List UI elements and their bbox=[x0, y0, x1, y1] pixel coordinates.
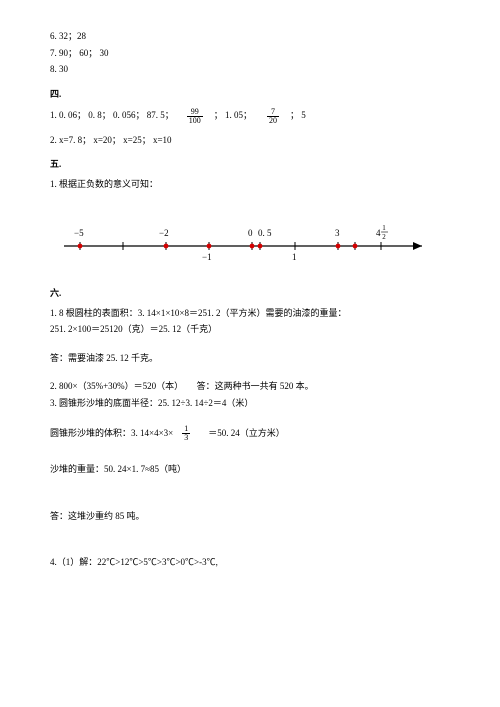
svg-text:1: 1 bbox=[382, 224, 386, 232]
section-5-header: 五. bbox=[50, 157, 450, 170]
fraction-1-3: 1 3 bbox=[182, 425, 190, 442]
fraction-7-20: 7 20 bbox=[267, 108, 279, 125]
p4: 4.（1）解：22℃>12℃>5℃>3℃>0℃>-3℃, bbox=[50, 556, 450, 570]
svg-text:0: 0 bbox=[248, 228, 253, 238]
svg-text:1: 1 bbox=[292, 252, 297, 262]
p3-vol-a: 圆锥形沙堆的体积：3. 14×4×3× bbox=[50, 427, 173, 441]
svg-text:−5: −5 bbox=[74, 228, 84, 238]
p1-ans: 答：需要油漆 25. 12 千克。 bbox=[50, 352, 450, 366]
svg-text:0. 5: 0. 5 bbox=[258, 228, 272, 238]
sec4-r1-p2: ； 1. 05； bbox=[214, 109, 252, 123]
svg-text:4: 4 bbox=[376, 228, 381, 238]
line-7: 7. 90； 60； 30 bbox=[50, 47, 450, 61]
p3-l1: 3. 圆锥形沙堆的底面半径：25. 12÷3. 14÷2＝4（米） bbox=[50, 397, 450, 411]
p2: 2. 800×（35%+30%）＝520（本） 答：这两种书一共有 520 本。 bbox=[50, 380, 450, 394]
p3-vol: 圆锥形沙堆的体积：3. 14×4×3× 1 3 ＝50. 24（立方米） bbox=[50, 425, 450, 442]
sec4-r1-p1: 1. 0. 06； 0. 8； 0. 056； 87. 5； bbox=[50, 109, 174, 123]
svg-text:3: 3 bbox=[335, 228, 340, 238]
section-4-header: 四. bbox=[50, 87, 450, 100]
p3-wt: 沙堆的重量：50. 24×1. 7≈85（吨） bbox=[50, 463, 450, 477]
section-6-header: 六. bbox=[50, 286, 450, 299]
svg-text:2: 2 bbox=[382, 233, 386, 241]
sec4-row1: 1. 0. 06； 0. 8； 0. 056； 87. 5； 99 100 ； … bbox=[50, 108, 450, 125]
fraction-99-100: 99 100 bbox=[187, 108, 203, 125]
sec4-r1-p3: ； 5 bbox=[290, 109, 306, 123]
p1-l1: 1. 8 根圆柱的表面积：3. 14×1×10×8＝251. 2（平方米）需要的… bbox=[50, 307, 450, 321]
p3-ans: 答：这堆沙重约 85 吨。 bbox=[50, 510, 450, 524]
line-6: 6. 32；28 bbox=[50, 30, 450, 44]
sec4-row2: 2. x=7. 8； x=20； x=25； x=10 bbox=[50, 134, 450, 148]
number-line: −5−200. 53412−11 bbox=[50, 206, 450, 276]
sec5-l1: 1. 根据正负数的意义可知： bbox=[50, 178, 450, 192]
svg-text:−2: −2 bbox=[159, 228, 169, 238]
line-8: 8. 30 bbox=[50, 63, 450, 77]
p3-vol-b: ＝50. 24（立方米） bbox=[199, 427, 285, 441]
svg-text:−1: −1 bbox=[202, 252, 212, 262]
p1-l2: 251. 2×100＝25120（克）＝25. 12（千克） bbox=[50, 323, 450, 337]
